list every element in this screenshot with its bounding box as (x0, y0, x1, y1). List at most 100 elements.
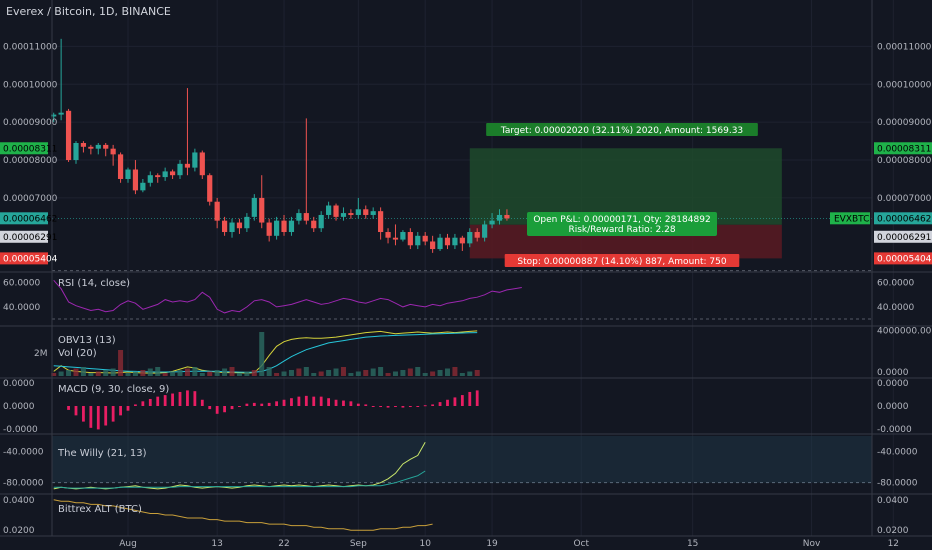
macd-bar-16 (186, 390, 189, 406)
candle-body-51 (430, 241, 436, 250)
candle-body-12 (140, 182, 146, 191)
macd-bar-41 (371, 406, 375, 407)
volume-bar-51 (430, 371, 436, 376)
price-tick-right-4: 0.00007000 (877, 194, 932, 204)
macd-bar-36 (334, 399, 338, 406)
macd-bar-52 (453, 397, 457, 406)
obv-tick-left: 2M (34, 349, 48, 359)
candle-body-35 (311, 220, 317, 229)
candles (51, 38, 510, 253)
symbol-tag: EVXBTC (834, 214, 869, 224)
time-tick-0: Aug (119, 539, 137, 549)
volume-bar-41 (355, 371, 361, 376)
macd-bar-44 (394, 406, 397, 407)
macd-bar-11 (148, 398, 152, 406)
time-tick-1: 13 (211, 539, 222, 549)
volume-bar-10 (125, 373, 131, 376)
macd-bar-8 (126, 406, 130, 411)
chart-title: Everex / Bitcoin, 1D, BINANCE (6, 5, 171, 18)
volume-bar-1 (58, 371, 64, 376)
time-tick-5: 19 (486, 539, 498, 549)
volume-bar-50 (422, 373, 428, 376)
candle-body-28 (259, 197, 265, 223)
candle-body-49 (415, 235, 421, 246)
macd-bar-46 (408, 406, 412, 407)
tag-target-right-bg (874, 142, 932, 155)
tag-last-left: 0.00006462 (3, 214, 57, 224)
price-tick-left-3: 0.00008000 (3, 156, 58, 166)
bittrex-line (53, 499, 433, 531)
macd-bar-50 (438, 402, 442, 406)
candle-body-4 (80, 143, 87, 147)
macd-bar-43 (386, 406, 390, 408)
indicator-panes: RSI (14, close) OBV13 (13) Vol (20) MACD (9… (0, 270, 932, 537)
tag-stop-right-bg (874, 252, 932, 265)
time-tick-4: 10 (419, 539, 431, 549)
macd-bar-10 (141, 401, 145, 406)
candle-body-50 (422, 235, 428, 242)
macd-bar-34 (319, 396, 323, 406)
obv-ma-line (53, 332, 478, 373)
time-tick-6: Oct (573, 539, 589, 549)
willy-tick-right-1: -80.0000 (877, 479, 918, 489)
volume-bar-21 (207, 371, 213, 376)
macd-bar-32 (304, 395, 308, 406)
volume-bar-28 (259, 332, 265, 376)
macd-bar-51 (446, 399, 449, 406)
candle-body-42 (363, 209, 369, 215)
candle-body-54 (452, 237, 458, 246)
candle-body-33 (296, 213, 302, 221)
candle-body-13 (147, 175, 153, 183)
candle-body-61 (504, 214, 510, 219)
candle-body-45 (385, 232, 391, 238)
time-tick-7: 15 (687, 539, 698, 549)
macd-bar-53 (460, 395, 464, 406)
candle-body-58 (482, 224, 488, 238)
volume-bar-44 (378, 367, 384, 376)
candle-body-43 (370, 211, 376, 215)
vol-label: Vol (20) (58, 348, 97, 359)
macd-bar-31 (297, 396, 301, 406)
time-tick-9: 12 (888, 539, 899, 549)
volume-bar-8 (110, 368, 116, 376)
macd-bar-47 (416, 406, 420, 407)
ratio-label: Risk/Reward Ratio: 2.28 (568, 225, 675, 235)
volume-bar-14 (155, 367, 161, 376)
macd-bar-23 (238, 406, 241, 407)
volume-bar-16 (170, 371, 176, 376)
volume-bar-24 (229, 367, 235, 376)
rsi-tick-left-0: 60.0000 (3, 279, 40, 289)
tag-entry-left-bg (0, 230, 48, 243)
tag-last-right: 0.00006462 (877, 214, 931, 224)
volume-bar-9 (118, 350, 124, 376)
macd-bar-33 (312, 396, 316, 406)
macd-tick-left-1: 0.0000 (3, 402, 35, 412)
volume-bar-47 (400, 370, 406, 376)
macd-tick-left-2: -0.0000 (3, 425, 38, 435)
candle-body-15 (162, 171, 168, 178)
candle-body-17 (177, 163, 183, 176)
candle-body-25 (236, 222, 243, 229)
macd-bar-28 (275, 401, 278, 406)
macd-bar-22 (230, 406, 234, 410)
macd-bar-21 (223, 406, 226, 413)
candle-body-37 (326, 205, 332, 215)
time-tick-2: 22 (278, 539, 289, 549)
candle-body-39 (340, 213, 347, 217)
candle-body-27 (251, 197, 257, 217)
stop-label-bg (504, 254, 740, 267)
volume-bar-32 (288, 370, 294, 376)
macd-bar-39 (356, 403, 360, 406)
macd-tick-right-2: -0.0000 (877, 425, 912, 435)
volume-bar-27 (251, 370, 257, 376)
candle-body-46 (392, 237, 399, 240)
macd-bar-6 (111, 406, 115, 422)
macd-bar-49 (431, 404, 435, 406)
macd-bar-20 (215, 406, 219, 414)
macd-bar-13 (163, 395, 167, 406)
position-zones: Target: 0.00002020 (32.11%) 2020, Amount… (52, 123, 872, 267)
volume-bar-29 (266, 367, 272, 376)
macd-bar-29 (282, 399, 286, 406)
volume-bar-53 (444, 368, 450, 376)
macd-bar-40 (364, 404, 368, 406)
